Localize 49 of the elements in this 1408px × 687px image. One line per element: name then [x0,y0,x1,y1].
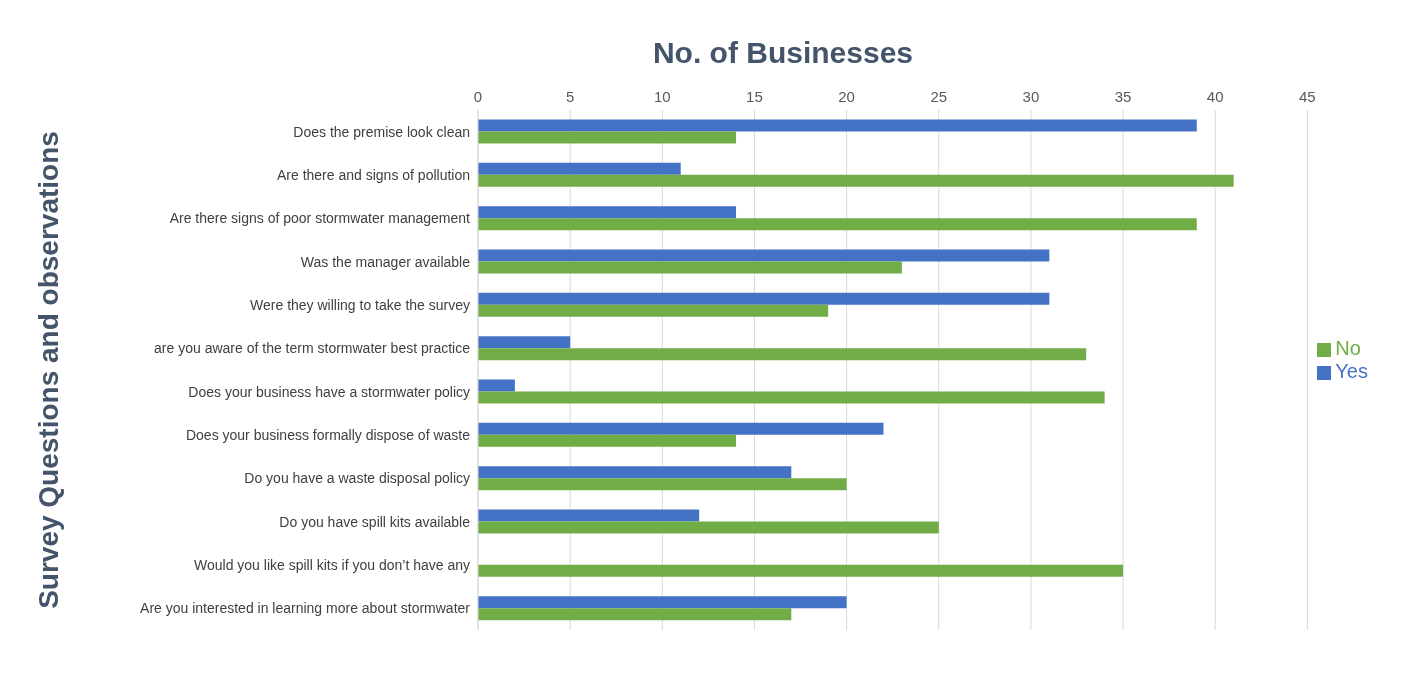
bar [478,379,515,392]
bar [478,218,1197,231]
y-tick-label: Were they willing to take the survey [250,296,470,313]
chart-title: No. of Businesses [651,35,915,70]
y-tick-label: Are you interested in learning more about stormwater [140,600,471,617]
y-tick-label: are you aware of the term stormwater best practice [154,340,471,357]
bar [478,249,1050,262]
bar [478,391,1105,404]
bar [478,466,792,479]
x-tick-label: 15 [746,88,763,105]
y-tick-label: Do you have a waste disposal policy [244,470,470,487]
bar [478,292,1050,305]
x-tick-label: 40 [1206,88,1224,105]
y-tick-label: Does your business formally dispose of waste [185,426,471,443]
y-tick-label: Are there signs of poor stormwater management [169,210,471,227]
bar [478,162,681,175]
bar [478,304,829,317]
bar [478,206,737,219]
legend-label: No [1335,337,1361,359]
y-tick-label: Was the manager available [300,253,471,270]
bar [478,564,1124,577]
x-tick-label: 20 [838,88,855,105]
x-tick-label: 5 [565,88,575,105]
bar [478,478,847,491]
y-axis-title: Survey Questions and observations [32,131,64,609]
bar [478,336,571,349]
y-tick-label: Do you have spill kits available [279,513,471,530]
bar [478,119,1197,132]
bar [478,131,737,144]
x-tick-label: 45 [1299,88,1316,105]
bar [478,261,902,274]
y-tick-label: Are there and signs of pollution [276,166,470,183]
bar [478,521,939,534]
x-tick-label: 25 [930,88,948,105]
y-tick-label: Does your business have a stormwater policy [188,383,470,400]
legend-label: Yes [1335,360,1368,382]
x-tick-label: 30 [1022,88,1040,105]
y-tick-label: Does the premise look clean [293,123,470,140]
x-tick-label: 35 [1114,88,1132,105]
bar [478,434,737,447]
bar [478,422,884,435]
bar [478,509,700,522]
x-tick-label: 10 [653,88,671,105]
bar [478,348,1087,361]
bar [478,596,847,609]
bar [478,174,1234,187]
bar [478,608,792,621]
y-tick-label: Would you like spill kits if you don’t have any [194,556,470,573]
x-tick-label: 0 [473,88,483,105]
